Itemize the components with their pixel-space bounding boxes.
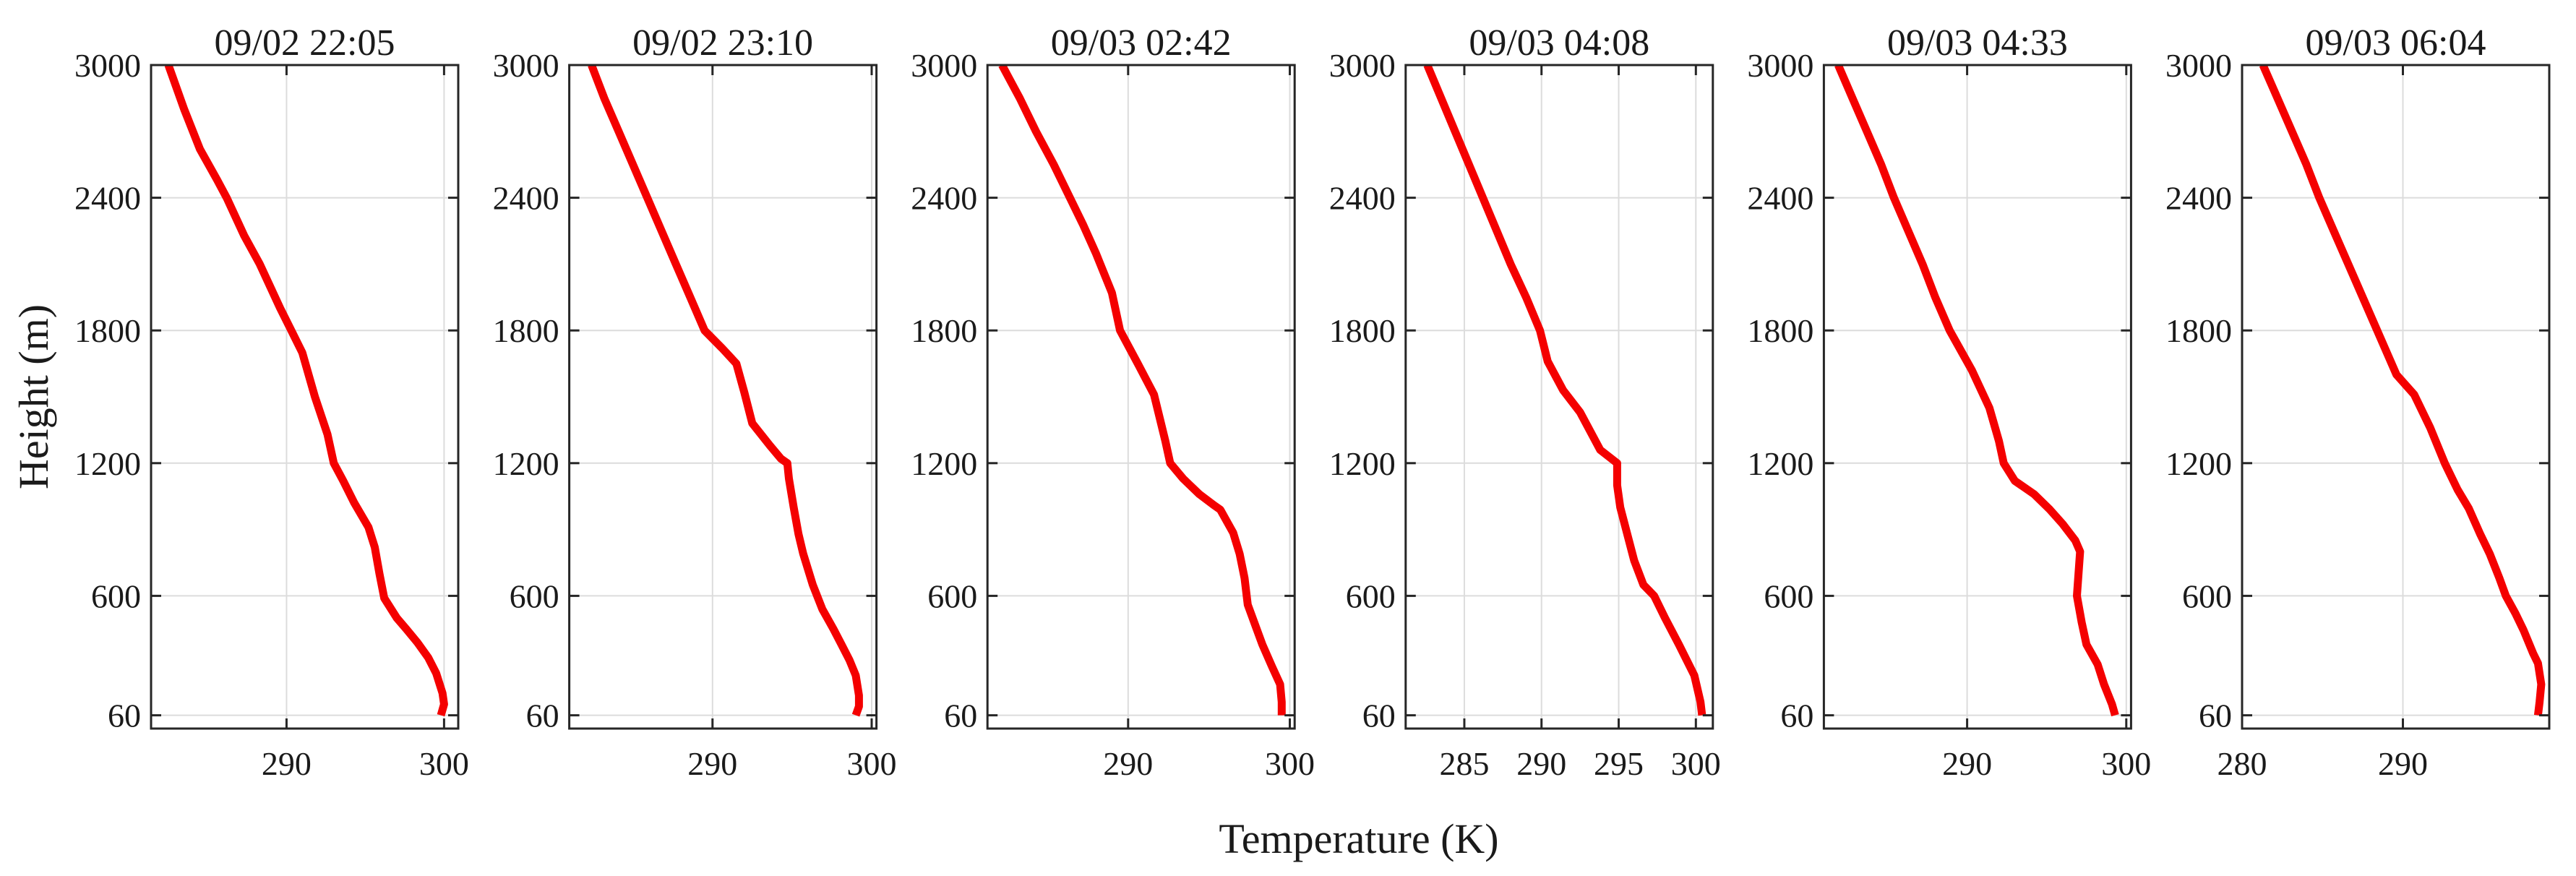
y-tick-label: 60 (1362, 697, 1396, 734)
y-tick-label: 3000 (2165, 47, 2232, 84)
panel-title: 09/03 02:42 (1051, 22, 1232, 64)
y-tick-label: 1200 (74, 445, 141, 482)
temperature-line (164, 65, 448, 717)
y-tick-label: 1800 (74, 312, 141, 349)
temperature-line (588, 65, 863, 717)
subplot-5: 290 300 60 600 1200 1800 2400 3000 09/03 04:33 (1747, 22, 2151, 782)
y-tick-label: 1800 (911, 312, 977, 349)
y-tick-label: 1800 (1329, 312, 1396, 349)
y-tick-label: 1200 (1747, 445, 1813, 482)
y-tick-label: 60 (526, 697, 559, 734)
axes-box (150, 64, 460, 730)
temperature-line (2259, 65, 2546, 716)
x-tick-label: 290 (1103, 745, 1153, 782)
panel-title: 09/02 22:05 (215, 22, 395, 64)
y-axis-label: Height (m) (10, 304, 57, 489)
y-tick-label: 2400 (74, 180, 141, 217)
x-tick-label: 300 (1265, 745, 1315, 782)
y-tick-label: 1200 (493, 445, 559, 482)
y-tick-label: 60 (1780, 697, 1813, 734)
x-axis-label: Temperature (K) (1219, 815, 1498, 862)
y-tick-label: 1200 (911, 445, 977, 482)
y-tick-label: 2400 (2165, 180, 2232, 217)
panel-title: 09/03 04:33 (1887, 22, 2068, 64)
panel-title: 09/03 06:04 (2306, 22, 2486, 64)
axes-box (1822, 64, 2132, 730)
y-tick-label: 60 (2199, 697, 2232, 734)
x-tick-label: 300 (2101, 745, 2151, 782)
subplot-2: 290 300 60 600 1200 1800 2400 3000 09/02 23:10 (493, 22, 897, 782)
subplot-3: 290 300 60 600 1200 1800 2400 3000 09/03 02:42 (911, 22, 1315, 782)
x-tick-label: 295 (1594, 745, 1644, 782)
axes-box (1404, 64, 1714, 730)
y-tick-label: 1800 (1747, 312, 1813, 349)
y-tick-label: 3000 (1329, 47, 1396, 84)
y-tick-label: 2400 (1747, 180, 1813, 217)
y-tick-label: 2400 (493, 180, 559, 217)
x-tick-label: 280 (2217, 745, 2267, 782)
x-tick-label: 285 (1439, 745, 1489, 782)
y-tick-label: 3000 (1747, 47, 1813, 84)
temperature-line (1423, 65, 1706, 716)
panel-title: 09/02 23:10 (632, 22, 813, 64)
x-tick-label: 290 (1942, 745, 1992, 782)
x-tick-label: 290 (687, 745, 737, 782)
x-tick-label: 300 (419, 745, 469, 782)
panel-title: 09/03 04:08 (1469, 22, 1649, 64)
temperature-line (1834, 65, 2119, 717)
x-tick-label: 290 (2378, 745, 2428, 782)
subplot-1: 290 300 60 600 1200 1800 2400 3000 09/02 22:05 (74, 22, 469, 782)
subplot-6: 280 290 60 600 1200 1800 2400 3000 09/03 06:04 (2165, 22, 2551, 782)
temperature-line (998, 65, 1286, 716)
y-tick-label: 3000 (74, 47, 141, 84)
y-tick-label: 600 (2182, 577, 2232, 614)
axes-box (2241, 64, 2551, 730)
x-tick-label: 290 (1516, 745, 1566, 782)
axes-box (986, 64, 1296, 730)
y-tick-label: 600 (510, 577, 559, 614)
y-tick-label: 1200 (1329, 445, 1396, 482)
y-tick-label: 1800 (2165, 312, 2232, 349)
subplot-4: 285 290 295 300 60 600 1200 1800 2400 3000 09/03 0… (1329, 22, 1721, 782)
x-tick-label: 300 (1671, 745, 1721, 782)
y-tick-label: 600 (927, 577, 977, 614)
axes-box (568, 64, 878, 730)
y-tick-label: 1800 (493, 312, 559, 349)
y-tick-label: 60 (944, 697, 977, 734)
y-tick-label: 3000 (493, 47, 559, 84)
y-tick-label: 600 (1346, 577, 1396, 614)
x-tick-label: 300 (846, 745, 896, 782)
y-tick-label: 600 (1764, 577, 1813, 614)
y-tick-label: 3000 (911, 47, 977, 84)
y-tick-label: 60 (108, 697, 141, 734)
y-tick-label: 2400 (911, 180, 977, 217)
y-tick-label: 2400 (1329, 180, 1396, 217)
y-tick-label: 1200 (2165, 445, 2232, 482)
x-tick-label: 290 (262, 745, 312, 782)
y-tick-label: 600 (91, 577, 141, 614)
